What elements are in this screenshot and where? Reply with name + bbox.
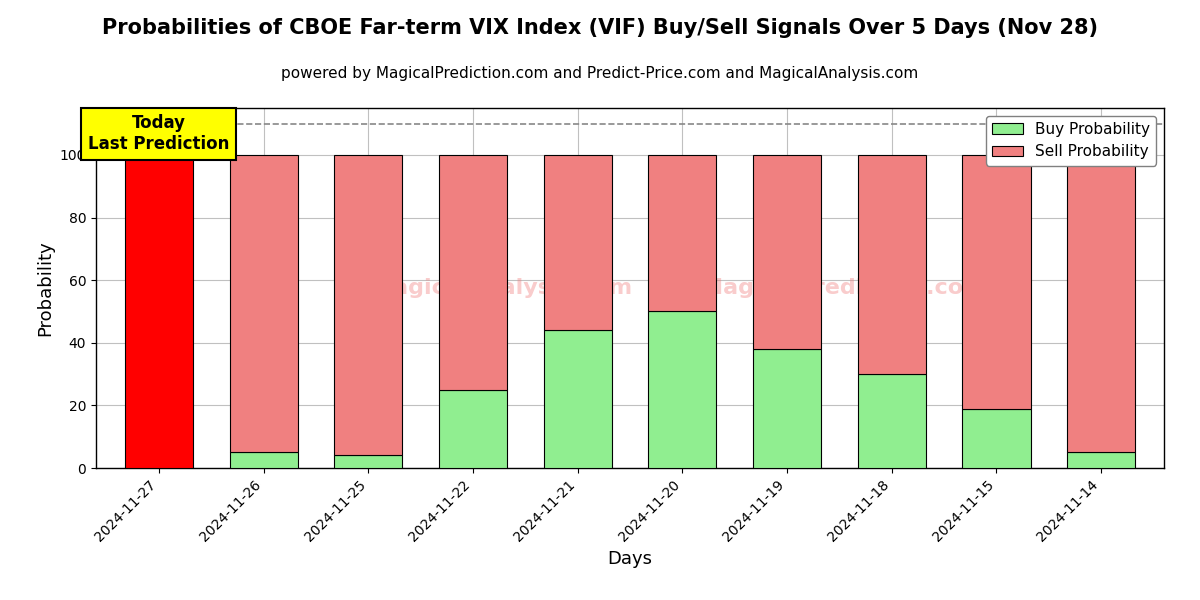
Text: MagicalAnalysis.com: MagicalAnalysis.com: [371, 278, 632, 298]
Text: Today
Last Prediction: Today Last Prediction: [88, 114, 229, 153]
X-axis label: Days: Days: [607, 550, 653, 568]
Bar: [754, 155, 821, 349]
Y-axis label: Probability: Probability: [36, 240, 54, 336]
Bar: [544, 155, 612, 330]
Bar: [439, 155, 506, 390]
Text: MagicalPrediction.com: MagicalPrediction.com: [701, 278, 986, 298]
Bar: [754, 349, 821, 468]
Bar: [648, 311, 716, 468]
Bar: [648, 155, 716, 311]
Text: Probabilities of CBOE Far-term VIX Index (VIF) Buy/Sell Signals Over 5 Days (Nov: Probabilities of CBOE Far-term VIX Index…: [102, 18, 1098, 38]
Legend: Buy Probability, Sell Probability: Buy Probability, Sell Probability: [986, 116, 1157, 166]
Bar: [962, 155, 1031, 409]
Bar: [544, 330, 612, 468]
Bar: [229, 155, 298, 452]
Bar: [335, 155, 402, 455]
Bar: [125, 155, 193, 468]
Bar: [858, 155, 925, 374]
Bar: [229, 452, 298, 468]
Bar: [962, 409, 1031, 468]
Bar: [335, 455, 402, 468]
Bar: [439, 390, 506, 468]
Text: powered by MagicalPrediction.com and Predict-Price.com and MagicalAnalysis.com: powered by MagicalPrediction.com and Pre…: [281, 66, 919, 81]
Bar: [1067, 155, 1135, 452]
Bar: [858, 374, 925, 468]
Bar: [1067, 452, 1135, 468]
